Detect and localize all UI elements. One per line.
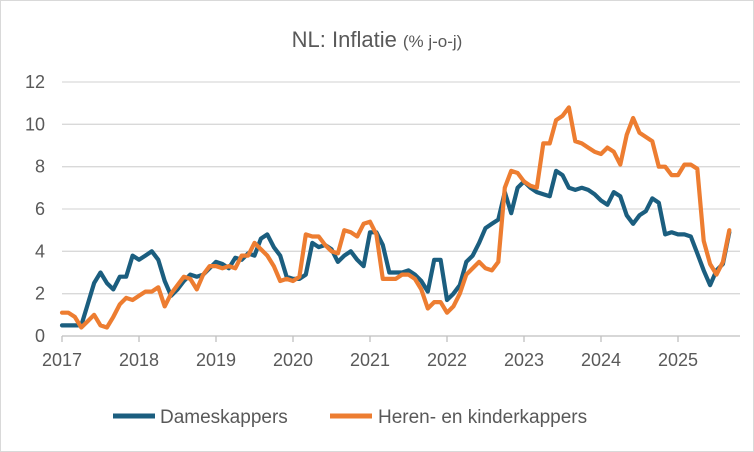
legend-label-heren: Heren- en kinderkappers <box>378 407 587 428</box>
y-tick-label: 8 <box>35 157 45 177</box>
y-tick-label: 4 <box>35 241 45 261</box>
chart-title: NL: Inflatie (% j-o-j) <box>292 27 463 52</box>
y-tick-label: 0 <box>35 326 45 346</box>
x-tick-label: 2017 <box>42 350 82 370</box>
y-tick-label: 2 <box>35 284 45 304</box>
y-tick-label: 12 <box>25 72 45 92</box>
y-tick-label: 10 <box>25 114 45 134</box>
x-tick-label: 2024 <box>581 350 621 370</box>
x-tick-label: 2021 <box>350 350 390 370</box>
legend: Dameskappers Heren- en kinderkappers <box>113 407 587 428</box>
legend-label-dameskappers: Dameskappers <box>160 407 288 428</box>
x-tick-label: 2025 <box>658 350 698 370</box>
x-tick-label: 2020 <box>273 350 313 370</box>
x-tick-label: 2022 <box>427 350 467 370</box>
x-tick-label: 2023 <box>504 350 544 370</box>
series-line-heren-kinderkappers <box>59 105 732 330</box>
y-tick-label: 6 <box>35 199 45 219</box>
x-tick-label: 2018 <box>119 350 159 370</box>
x-tick-label: 2019 <box>196 350 236 370</box>
